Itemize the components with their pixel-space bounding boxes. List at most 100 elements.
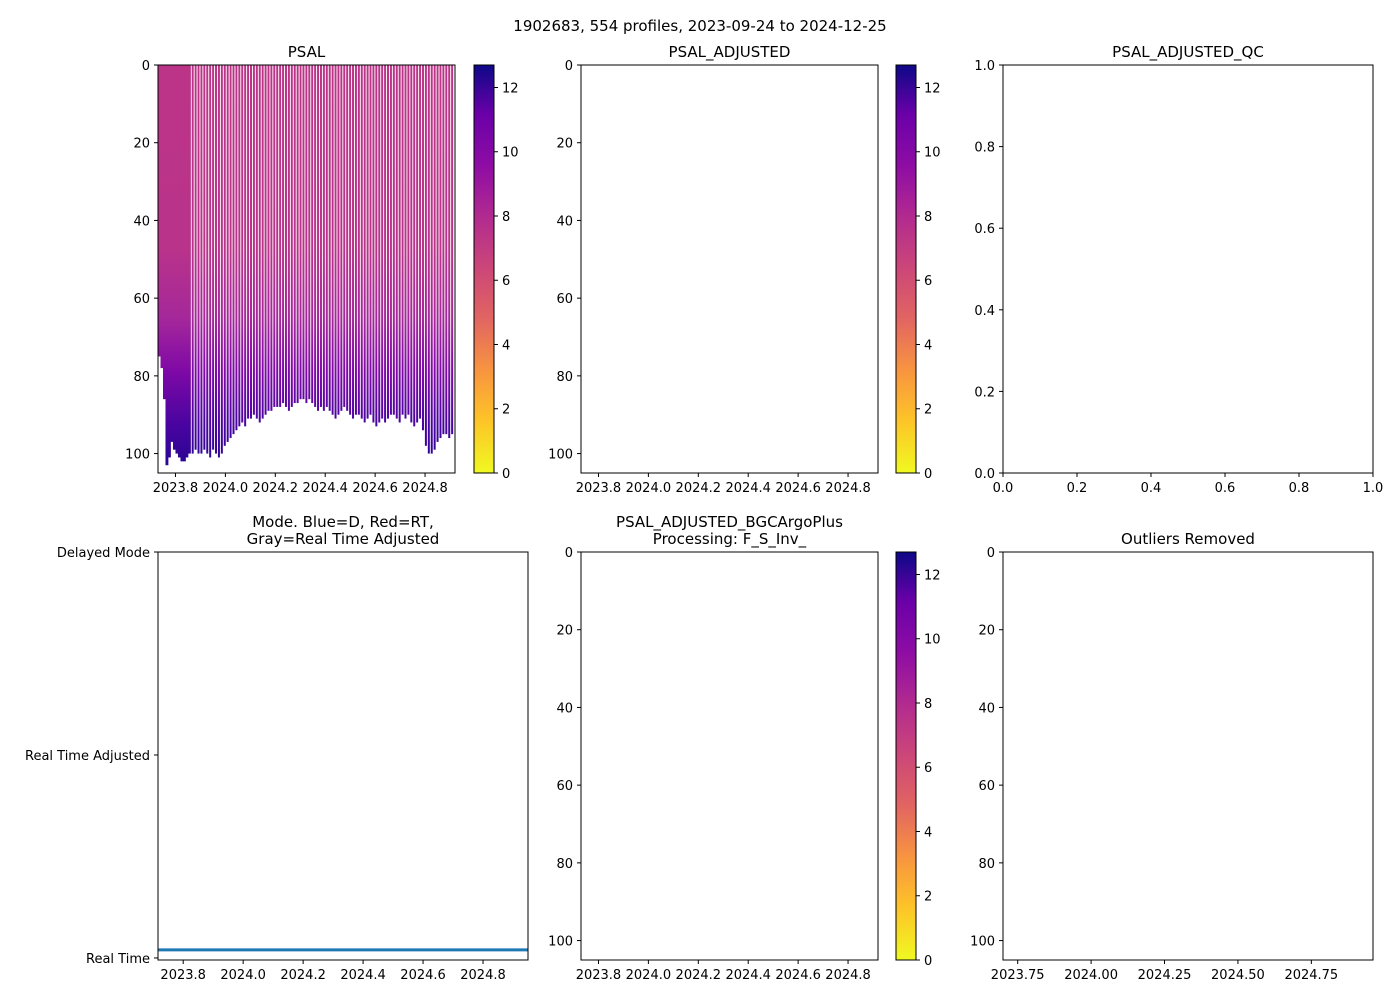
profile-bar <box>226 65 229 442</box>
profile-bar <box>302 65 305 400</box>
profile-bar <box>413 65 416 427</box>
profile-bar <box>203 65 206 450</box>
y-tick-label: 80 <box>978 857 995 872</box>
profile-bar <box>279 65 282 407</box>
y-tick-label: 100 <box>548 935 573 950</box>
colorbar-tick-label: 8 <box>924 697 932 712</box>
profile-bar <box>357 65 360 415</box>
profile-bar <box>416 65 419 423</box>
colorbar-tick-label: 2 <box>924 403 932 418</box>
x-tick-label: 2024.4 <box>725 968 771 983</box>
profile-bar <box>273 65 276 407</box>
profile-bar-dense <box>172 65 176 450</box>
y-tick-label: 60 <box>556 779 573 794</box>
x-tick-label: 2024.8 <box>825 481 871 496</box>
profile-bar <box>372 65 375 423</box>
profile-bar <box>322 65 325 411</box>
y-tick-label: 0.8 <box>974 141 995 156</box>
profile-bar <box>252 65 255 415</box>
y-tick-label: 20 <box>556 624 573 639</box>
x-tick-label: 2024.6 <box>775 481 821 496</box>
y-tick-label: 0.2 <box>974 385 995 400</box>
y-tick-label: 100 <box>970 935 995 950</box>
axes-frame <box>1002 64 1374 474</box>
profile-bar <box>381 65 384 419</box>
y-tick-label: 80 <box>133 370 150 385</box>
profile-bar <box>360 65 363 419</box>
x-tick-label: 2024.0 <box>626 481 672 496</box>
profile-bar-dense <box>187 65 191 454</box>
x-tick-label: 2024.4 <box>340 968 386 983</box>
y-tick-label: 80 <box>556 857 573 872</box>
profile-bar <box>451 65 454 435</box>
x-tick-label: 2024.25 <box>1138 968 1192 983</box>
profile-bar <box>366 65 369 419</box>
profile-bar <box>282 65 285 404</box>
x-tick-label: 2024.0 <box>626 968 672 983</box>
profile-bar-dense <box>185 65 189 458</box>
colorbar-bgc: 0 2 4 6 8 10 12 <box>895 551 941 969</box>
y-tick-label: 20 <box>556 137 573 152</box>
axes-frame <box>1002 551 1374 961</box>
colorbar-tick-label: 4 <box>924 338 932 353</box>
colorbar-tick-label: 10 <box>502 146 519 161</box>
x-tick-label: 2023.8 <box>576 968 622 983</box>
y-tick-label: 0 <box>565 546 573 561</box>
profile-bar <box>287 65 290 411</box>
profile-bar <box>354 65 357 415</box>
colorbar-tick-label: 0 <box>924 954 932 969</box>
x-tick-label: 1.0 <box>1363 481 1384 496</box>
y-tick-label: 40 <box>556 214 573 229</box>
profile-bar <box>389 65 392 415</box>
y-tick-label: 100 <box>125 448 150 463</box>
colorbar-tick-label: 10 <box>924 633 941 648</box>
y-tick-label: 0 <box>987 546 995 561</box>
colorbar-tick-label: 6 <box>502 274 510 289</box>
colorbar-tick-label: 4 <box>502 338 510 353</box>
x-tick-label: 2024.6 <box>352 481 398 496</box>
x-tick-label: 0.4 <box>1141 481 1162 496</box>
profile-bar <box>325 65 328 407</box>
profile-bar <box>430 65 433 454</box>
profile-bar <box>267 65 270 411</box>
y-tick-label: 40 <box>978 701 995 716</box>
axes-title: Mode. Blue=D, Red=RT, <box>252 513 434 531</box>
profile-bar-dense <box>167 65 171 458</box>
x-tick-label: 2024.8 <box>402 481 448 496</box>
y-tick-label: 0.6 <box>974 222 995 237</box>
profile-bar <box>445 65 448 435</box>
figure-title: 1902683, 554 profiles, 2023-09-24 to 202… <box>513 17 887 35</box>
axes-title: Processing: F_S_Inv_ <box>653 530 807 549</box>
profile-bar <box>384 65 387 423</box>
profile-bar <box>331 65 334 415</box>
profile-bar <box>276 65 279 407</box>
profile-bar <box>241 65 244 423</box>
x-tick-label: 2024.8 <box>825 968 871 983</box>
profile-bar <box>305 65 308 404</box>
x-tick-label: 2023.8 <box>153 481 199 496</box>
axes-frame <box>580 64 879 474</box>
profile-bar-dense <box>170 65 174 442</box>
profile-bar <box>448 65 451 439</box>
y-tick-label: 40 <box>133 214 150 229</box>
profile-bar <box>404 65 407 419</box>
profile-bar <box>217 65 220 458</box>
y-tick-label: 80 <box>556 370 573 385</box>
colorbar-psal: 0 2 4 6 8 10 12 <box>473 64 519 482</box>
y-tick-label: 20 <box>133 137 150 152</box>
profile-bar <box>229 65 232 439</box>
y-tick-label: 0 <box>142 59 150 74</box>
profile-bar <box>261 65 264 419</box>
profile-bar <box>299 65 302 400</box>
profile-bar <box>293 65 296 404</box>
profile-bar <box>215 65 218 454</box>
y-tick-label: 100 <box>548 448 573 463</box>
colorbar-tick-label: 6 <box>924 761 932 776</box>
profile-bar <box>238 65 241 427</box>
profile-bar <box>249 65 252 419</box>
profile-bar-dense <box>175 65 179 454</box>
profile-bar <box>264 65 267 415</box>
